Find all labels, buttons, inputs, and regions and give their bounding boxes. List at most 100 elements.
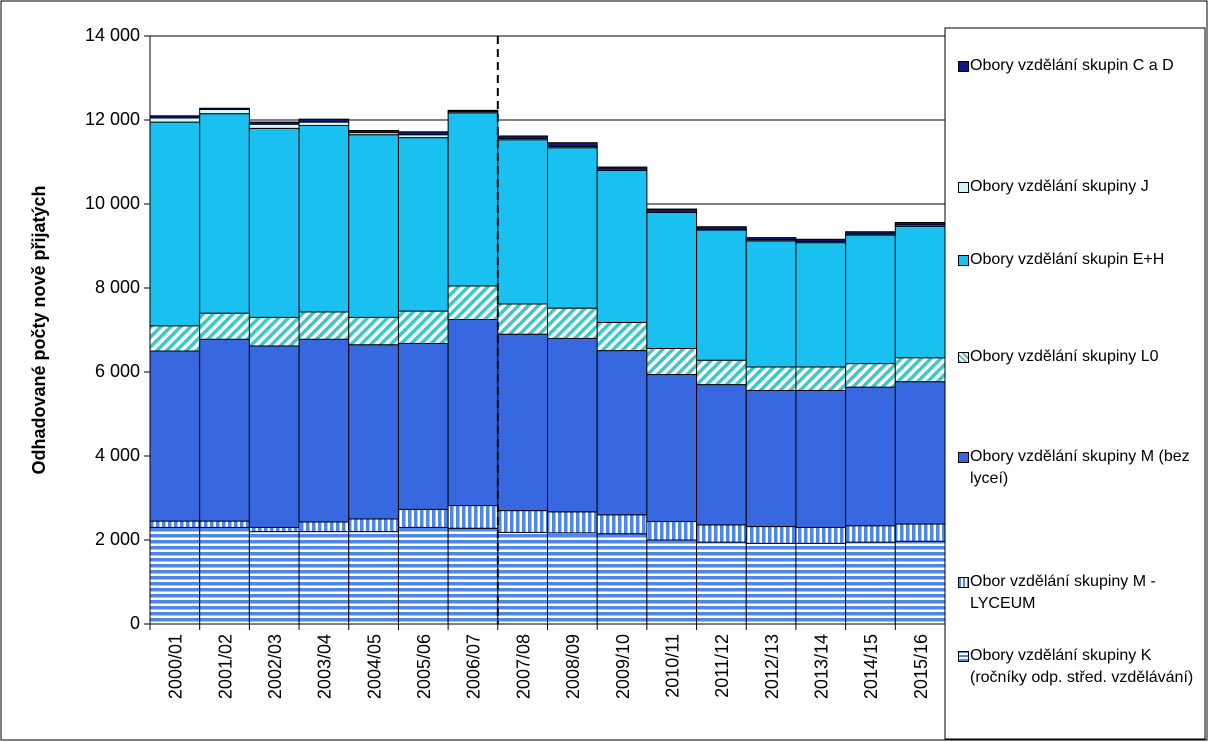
x-tick-label: 2015/16 [911,634,931,699]
bar-segment [348,134,399,318]
bar-segment [894,221,946,226]
bar-segment [845,231,896,235]
bar-segment [745,526,797,544]
y-tick-label: 10 000 [85,193,140,213]
bar-segment [397,526,449,625]
bar-segment [199,113,250,314]
x-tick-label: 2012/13 [762,634,782,699]
bar-segment [894,381,946,525]
bar-segment [348,531,399,625]
bar-segment [547,337,598,513]
bar-segment [646,374,698,523]
legend-swatch [958,182,969,193]
x-tick-label: 2003/04 [315,634,335,699]
bar-segment [149,121,201,327]
x-tick-label: 2007/08 [513,634,533,699]
bar-segment [547,307,598,339]
bar-segment [696,541,747,625]
bar-segment [845,541,896,625]
bar-segment [199,338,250,522]
bar-segment [397,342,449,510]
bar-segment [447,505,499,529]
x-tick-label: 2004/05 [364,634,384,699]
bar-segment [894,225,946,359]
bar-segment [845,386,896,527]
bar-segment [547,142,598,147]
x-tick-label: 2009/10 [613,634,633,699]
bar-segment [248,345,300,528]
bar-segment [497,135,548,139]
bar-segment [199,107,250,110]
x-tick-label: 2002/03 [265,634,285,699]
bar-segment [447,112,499,287]
bar-segment [397,131,449,136]
legend-swatch [958,651,969,662]
bar-segment [646,208,698,212]
bar-segment [447,285,499,320]
bar-segment [795,238,847,242]
bar-segment [149,325,201,352]
bar-segment [894,523,946,542]
legend-swatch [958,61,969,72]
bar-segment [696,524,747,543]
bar-segment [199,520,250,528]
x-tick-label: 2000/01 [166,634,186,699]
bar-segment [298,118,350,123]
bar-segment [199,526,250,625]
bar-segment [646,211,698,349]
bar-segment [497,303,548,335]
bar-segment [845,363,896,388]
bar-segment [149,115,201,119]
legend-swatch [958,452,969,463]
bar-segment [547,147,598,309]
bar-segment [348,130,399,134]
bar-segment [348,316,399,346]
bar-segment [795,366,847,391]
bar-segment [199,109,250,115]
bar-segment [248,316,300,347]
bar-segment [298,311,350,340]
x-tick-label: 2008/09 [563,634,583,699]
bar-segment [696,384,747,526]
bar-segment [248,127,300,318]
y-tick-label: 12 000 [85,109,140,129]
legend-swatch [958,577,969,588]
y-tick-label: 6 000 [95,361,140,381]
bar-segment [795,242,847,368]
x-tick-label: 2010/11 [662,634,682,698]
bar-segment [447,109,499,113]
bar-segment [894,540,946,625]
legend-label: Obory vzdělání skupiny J [970,178,1149,195]
bar-segment [497,531,548,625]
bar-segment [298,124,350,313]
bar-segment [149,520,201,528]
bar-segment [298,338,350,523]
bar-segment [596,533,648,625]
x-tick-label: 2006/07 [464,634,484,699]
bar-segment [795,389,847,528]
y-tick-label: 8 000 [95,277,140,297]
bar-segment [397,137,449,312]
bar-segment [696,226,747,230]
legend-label: Obory vzdělání skupiny L0 [970,348,1159,365]
x-tick-label: 2014/15 [861,634,881,699]
bar-segment [745,389,797,528]
y-tick-label: 0 [130,613,140,633]
bar-segment [298,121,350,126]
bar-segment [547,511,598,534]
bar-segment [397,508,449,528]
bar-segment [596,514,648,535]
bar-segment [845,234,896,365]
bar-segment [199,312,250,340]
bar-segment [646,521,698,541]
bar-segment [248,531,300,625]
bar-segment [248,123,300,129]
bar-segment [745,366,797,391]
legend-box [944,27,1206,740]
bar-segment [497,333,548,512]
bar-segment [845,525,896,543]
bar-segment [149,350,201,522]
bar-segment [745,542,797,625]
